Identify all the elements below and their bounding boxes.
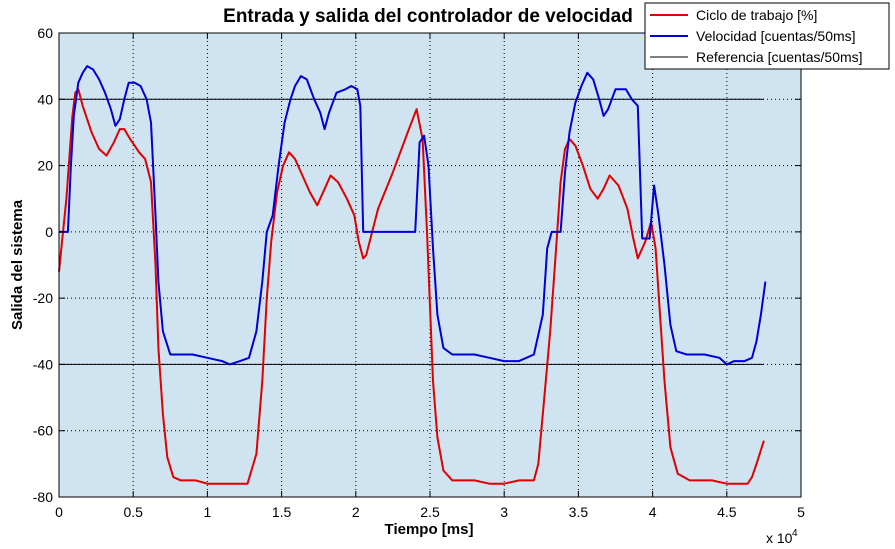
x-tick-label: 1.5 xyxy=(272,504,292,520)
legend-label: Ciclo de trabajo [%] xyxy=(696,7,817,23)
y-tick-label: 60 xyxy=(37,25,53,41)
x-multiplier: x 10 4 xyxy=(766,528,798,546)
axis-ticks xyxy=(58,32,802,498)
y-tick-label: 40 xyxy=(37,91,53,107)
x-multiplier-exponent: 4 xyxy=(792,528,798,539)
y-tick-label: 20 xyxy=(37,158,53,174)
x-tick-label: 4.5 xyxy=(717,504,737,520)
x-tick-label: 0 xyxy=(55,504,63,520)
x-tick-label: 2 xyxy=(352,504,360,520)
y-tick-label: -80 xyxy=(33,489,53,505)
y-axis-label: Salida del sistema xyxy=(9,199,26,330)
x-axis-label: Tiempo [ms] xyxy=(385,521,474,538)
y-tick-label: -60 xyxy=(33,423,53,439)
grid-lines xyxy=(59,33,801,497)
x-tick-label: 5 xyxy=(797,504,805,520)
x-tick-label: 1 xyxy=(204,504,212,520)
x-tick-label: 3.5 xyxy=(569,504,589,520)
x-tick-label: 4 xyxy=(649,504,657,520)
series-layer xyxy=(58,65,767,485)
x-tick-label: 3 xyxy=(500,504,508,520)
y-tick-label: -20 xyxy=(33,290,53,306)
chart-title: Entrada y salida del controlador de velo… xyxy=(223,6,633,27)
x-tick-label: 0.5 xyxy=(123,504,143,520)
tick-labels: 0 0.5 1 1.5 2 2.5 3 3.5 4 4.5 5 -80 -60 -40 -20 0 20 40 60 xyxy=(33,25,805,520)
legend[interactable]: Ciclo de trabajo [%] Velocidad [cuentas/5… xyxy=(644,2,890,70)
legend-label: Referencia [cuentas/50ms] xyxy=(696,49,863,65)
y-tick-label: 0 xyxy=(45,224,53,240)
duty-cycle-line xyxy=(58,88,765,485)
y-tick-label: -40 xyxy=(33,356,53,372)
velocity-line xyxy=(59,65,767,366)
x-tick-label: 2.5 xyxy=(420,504,440,520)
legend-label: Velocidad [cuentas/50ms] xyxy=(696,28,856,44)
x-multiplier-base: x 10 xyxy=(766,530,793,546)
